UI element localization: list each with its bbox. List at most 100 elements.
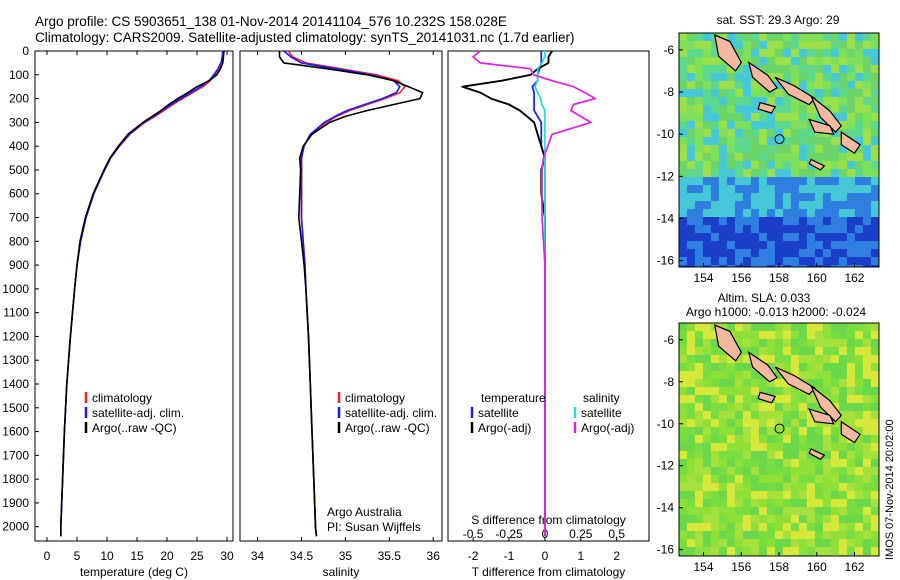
sla-map-cell — [759, 419, 767, 427]
salinity-xtick-label: 34 — [251, 549, 265, 563]
sla-map-cell — [807, 531, 815, 539]
sst-map-cell — [695, 73, 703, 81]
sla-map-cell — [743, 411, 751, 419]
sla-map-cell — [807, 499, 815, 507]
sst-map-cell — [863, 65, 871, 73]
sla-map-cell — [791, 475, 799, 483]
sla-map-cell — [815, 355, 823, 363]
sst-map-cell — [711, 225, 719, 233]
sst-map-cell — [775, 49, 783, 57]
sst-map-cell — [711, 89, 719, 97]
sst-map-cell — [703, 185, 711, 193]
sst-map-cell — [695, 241, 703, 249]
sla-map-cell — [711, 507, 719, 515]
sst-map-cell — [775, 257, 783, 265]
sla-map-cell — [863, 475, 871, 483]
sst-map-cell — [847, 185, 855, 193]
sst-map-cell — [727, 161, 735, 169]
sst-map-cell — [815, 145, 823, 153]
sla-map-cell — [687, 507, 695, 515]
depth-tick-label: 1200 — [2, 329, 29, 343]
sla-map-cell — [767, 475, 775, 483]
sst-map-cell — [743, 193, 751, 201]
sst-map-cell — [839, 241, 847, 249]
sla-map-cell — [727, 371, 735, 379]
sla-map-cell — [791, 507, 799, 515]
depth-tick-label: 1000 — [2, 282, 29, 296]
sst-map-cell — [847, 97, 855, 105]
sst-map-cell — [783, 57, 791, 65]
sst-map-cell — [815, 57, 823, 65]
sst-map-cell — [823, 177, 831, 185]
sla-map-cell — [807, 363, 815, 371]
sla-map-cell — [687, 395, 695, 403]
sst-map-cell — [855, 257, 863, 265]
sst-map-cell — [783, 257, 791, 265]
sla-map-cell — [735, 507, 743, 515]
sla-map-cell — [727, 547, 735, 555]
sst-map-cell — [823, 161, 831, 169]
sst-map-cell — [799, 161, 807, 169]
sst-map-cell — [831, 209, 839, 217]
sla-map-cell — [679, 515, 687, 523]
sla-map-cell — [679, 451, 687, 459]
sla-map-cell — [719, 435, 727, 443]
sst-map-cell — [687, 81, 695, 89]
sla-map-cell — [807, 323, 815, 331]
sla-map-cell — [863, 395, 871, 403]
sst-map-cell — [823, 73, 831, 81]
sla-map-cell — [735, 491, 743, 499]
sla-map-cell — [687, 339, 695, 347]
sst-map-cell — [847, 161, 855, 169]
sst-map-cell — [735, 209, 743, 217]
sst-map-cell — [695, 185, 703, 193]
sla-map-cell — [751, 443, 759, 451]
sla-map-cell — [831, 395, 839, 403]
sst-map-cell — [791, 49, 799, 57]
sst-map-cell — [767, 265, 775, 267]
sst-map-cell — [703, 105, 711, 113]
sla-map-cell — [711, 523, 719, 531]
sst-map-cell — [831, 129, 839, 137]
sst-map-cell — [679, 177, 687, 185]
sla-map-cell — [823, 539, 831, 547]
sst-map-cell — [791, 105, 799, 113]
sst-map-cell — [791, 249, 799, 257]
sst-map-field — [679, 33, 879, 267]
sla-map-cell — [791, 371, 799, 379]
sla-map-cell — [719, 403, 727, 411]
sst-map-cell — [807, 57, 815, 65]
sst-map-cell — [767, 177, 775, 185]
sst-map-cell — [831, 97, 839, 105]
sst-map-cell — [767, 249, 775, 257]
sla-map-ytick-label: -6 — [663, 333, 674, 347]
sst-map-cell — [751, 113, 759, 121]
sst-map-cell — [815, 41, 823, 49]
sla-map-cell — [751, 379, 759, 387]
sla-map-cell — [863, 427, 871, 435]
sla-map-cell — [711, 451, 719, 459]
sst-map-cell — [727, 145, 735, 153]
sst-map-cell — [831, 81, 839, 89]
sla-map-cell — [759, 323, 767, 331]
sla-map-cell — [695, 523, 703, 531]
sla-map-cell — [815, 523, 823, 531]
sst-map-cell — [743, 49, 751, 57]
sla-map-cell — [735, 363, 743, 371]
sla-map-cell — [711, 395, 719, 403]
sst-map-cell — [727, 33, 735, 41]
sla-map-cell — [791, 347, 799, 355]
sst-map-cell — [695, 49, 703, 57]
sla-map-cell — [807, 427, 815, 435]
sla-map-cell — [735, 323, 743, 331]
sla-map-cell — [831, 467, 839, 475]
sla-map-cell — [687, 419, 695, 427]
sst-map-cell — [855, 41, 863, 49]
sla-map-cell — [767, 379, 775, 387]
sst-map-cell — [743, 57, 751, 65]
sst-map-cell — [703, 33, 711, 41]
sst-map-cell — [695, 41, 703, 49]
sla-map-cell — [719, 371, 727, 379]
sla-map-cell — [863, 499, 871, 507]
